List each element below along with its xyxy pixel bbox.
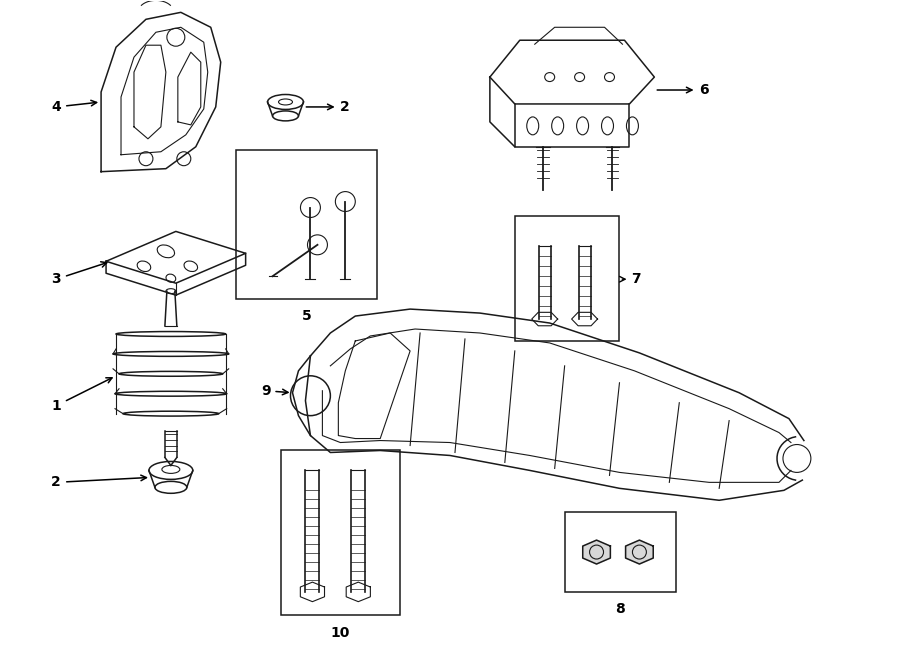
Text: 6: 6 <box>657 83 709 97</box>
Text: 3: 3 <box>51 262 107 286</box>
Text: 9: 9 <box>261 384 288 398</box>
Bar <box>564 512 676 592</box>
Text: 2: 2 <box>51 475 147 489</box>
Text: 1: 1 <box>51 378 112 412</box>
Bar <box>281 451 400 615</box>
Text: 4: 4 <box>51 100 96 114</box>
Polygon shape <box>626 540 653 564</box>
Text: 7: 7 <box>632 272 641 286</box>
Bar <box>515 217 619 341</box>
Text: 8: 8 <box>616 602 625 616</box>
Text: 10: 10 <box>330 626 350 640</box>
Text: 5: 5 <box>302 309 311 323</box>
Bar <box>236 150 377 299</box>
Text: 2: 2 <box>306 100 350 114</box>
Polygon shape <box>582 540 610 564</box>
